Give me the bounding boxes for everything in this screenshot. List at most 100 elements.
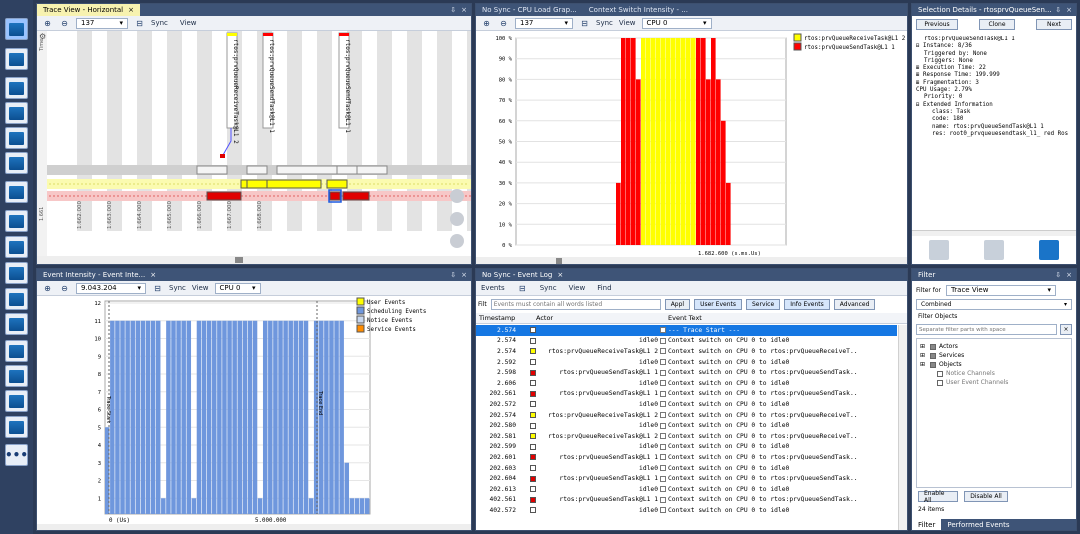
cpu-load-bar[interactable]	[716, 79, 721, 246]
tab-event-log[interactable]: No Sync - Event Log ×	[476, 269, 569, 281]
tree-node[interactable]: ⊞ Objects	[917, 360, 1071, 369]
object-history-button[interactable]	[5, 365, 28, 387]
expand-icon[interactable]: ⊞	[920, 352, 926, 359]
cpu-load-button[interactable]	[5, 77, 28, 99]
filter-search-input[interactable]	[916, 324, 1057, 335]
receive-task-segment[interactable]	[246, 179, 270, 189]
intensity-bar[interactable]	[105, 427, 110, 514]
intensity-bar[interactable]	[359, 498, 365, 514]
intensity-bar[interactable]	[334, 320, 339, 514]
checkbox[interactable]	[937, 379, 943, 386]
tab-cpu-load[interactable]: No Sync - CPU Load Grap...	[476, 4, 583, 16]
cpu-load-bar[interactable]	[641, 38, 646, 245]
close-icon[interactable]: ×	[557, 271, 564, 279]
send-task-segment[interactable]	[206, 191, 242, 201]
intensity-bar[interactable]	[217, 320, 222, 514]
signal-plot-button[interactable]	[5, 236, 28, 258]
expand-icon[interactable]: ⊞	[916, 65, 923, 72]
priority-button[interactable]	[5, 181, 28, 203]
table-row[interactable]: 402.572 idle0 Context switch on CPU 0 to i…	[476, 505, 897, 516]
intensity-bar[interactable]	[268, 320, 273, 514]
intensity-bar[interactable]	[161, 498, 166, 514]
table-row[interactable]: 2.574 rtos:prvQueueReceiveTask@L1 2 Contex…	[476, 346, 897, 357]
intensity-bar[interactable]	[176, 320, 181, 514]
intensity-bar[interactable]	[349, 498, 355, 514]
table-row[interactable]: 2.606 idle0 Context switch on CPU 0 to idl…	[476, 378, 897, 389]
horizontal-scrollbar[interactable]	[476, 257, 908, 265]
menu-find[interactable]: Find	[597, 284, 612, 292]
checkbox[interactable]	[660, 454, 666, 461]
intensity-bar[interactable]	[191, 498, 197, 514]
zoom-in-icon[interactable]: ⊕	[483, 18, 490, 28]
intensity-bar[interactable]	[339, 320, 344, 514]
receive-task-segment[interactable]	[326, 179, 348, 189]
checkbox[interactable]	[660, 390, 666, 397]
tab-performed-events[interactable]: Performed Events	[947, 521, 1010, 529]
scrollbar-thumb[interactable]	[556, 258, 562, 264]
settings-icon[interactable]: ⚙	[39, 32, 46, 41]
cpu-load-bar[interactable]	[661, 38, 666, 245]
sync-button[interactable]: Sync	[596, 19, 613, 27]
intensity-bar[interactable]	[110, 320, 115, 514]
sync-icon[interactable]: ⊟	[581, 18, 588, 28]
events-list-button[interactable]	[5, 288, 28, 310]
intensity-bar[interactable]	[237, 320, 242, 514]
intensity-bar[interactable]	[232, 320, 237, 514]
combined-select[interactable]: Combined ▾	[916, 299, 1072, 310]
intensity-bar[interactable]	[329, 320, 334, 514]
sync-button[interactable]: Sync	[169, 284, 186, 292]
advanced-button[interactable]: Advanced	[833, 298, 876, 310]
service-button[interactable]: Service	[746, 298, 781, 310]
table-row[interactable]: 202.603 idle0 Context switch on CPU 0 to i…	[476, 463, 897, 474]
receive-task-segment[interactable]	[266, 179, 322, 189]
cpu-load-bar[interactable]	[686, 38, 691, 245]
zoom-combo[interactable]: 137 ▾	[515, 17, 573, 29]
menu-view[interactable]: View	[568, 284, 586, 292]
trace-view-button[interactable]	[5, 18, 28, 40]
pin-icon[interactable]: ⇩	[1055, 271, 1062, 279]
cpu-load-bar[interactable]	[676, 38, 681, 245]
table-row[interactable]: 202.599 idle0 Context switch on CPU 0 to i…	[476, 442, 897, 453]
cpu-load-bar[interactable]	[636, 79, 641, 246]
checkbox[interactable]	[937, 370, 943, 377]
intensity-bar[interactable]	[354, 498, 360, 514]
checkbox[interactable]	[660, 475, 666, 482]
menu-sync[interactable]: Sync	[539, 284, 557, 292]
intensity-bar[interactable]	[324, 320, 329, 514]
intensity-bar[interactable]	[252, 320, 258, 514]
intensity-bar[interactable]	[262, 320, 268, 514]
cpu-load-bar[interactable]	[631, 38, 636, 245]
intensity-bar[interactable]	[364, 498, 370, 514]
horizontal-scrollbar[interactable]	[912, 230, 1076, 236]
table-row[interactable]: 202.574 rtos:prvQueueReceiveTask@L1 2 Cont…	[476, 410, 897, 421]
cpu-load-bar[interactable]	[726, 182, 731, 245]
cpu-select[interactable]: CPU 0 ▾	[214, 282, 261, 294]
intensity-button[interactable]	[5, 127, 28, 149]
zoom-out-icon[interactable]: ⊖	[61, 18, 68, 28]
clone-button[interactable]: Clone	[979, 19, 1015, 30]
checkbox[interactable]	[660, 496, 666, 503]
header-actor[interactable]: Actor	[536, 314, 554, 322]
tab-context-switch[interactable]: Context Switch Intensity - ...	[583, 4, 694, 16]
intensity-bar[interactable]	[227, 320, 232, 514]
intensity-bar[interactable]	[222, 320, 227, 514]
idle-segment[interactable]	[246, 165, 268, 175]
cpu-load-bar[interactable]	[651, 38, 656, 245]
intensity-bar[interactable]	[303, 320, 309, 514]
structure-icon[interactable]	[1038, 240, 1059, 260]
previous-button[interactable]: Previous	[916, 19, 958, 30]
cpu-load-bar[interactable]	[656, 38, 661, 245]
intensity-bar[interactable]	[257, 498, 263, 514]
scroll-knob-icon[interactable]	[450, 212, 464, 226]
checkbox[interactable]	[660, 359, 666, 366]
checkbox[interactable]	[660, 369, 666, 376]
event-intensity-canvas[interactable]: 12 11 10 9 8 7 6 5 4 3 2 1 Trace Start Trace End 0 (Us…	[37, 296, 471, 530]
intensity-bar[interactable]	[283, 320, 288, 514]
send-task-segment[interactable]	[342, 191, 370, 201]
view-menu[interactable]: View	[179, 19, 197, 27]
table-row[interactable]: 202.572 idle0 Context switch on CPU 0 to i…	[476, 399, 897, 410]
horizontal-scrollbar[interactable]	[37, 256, 472, 264]
checkbox[interactable]	[930, 343, 936, 350]
enable-all-button[interactable]: Enable All	[918, 490, 958, 504]
more-button[interactable]: •••	[5, 444, 28, 466]
